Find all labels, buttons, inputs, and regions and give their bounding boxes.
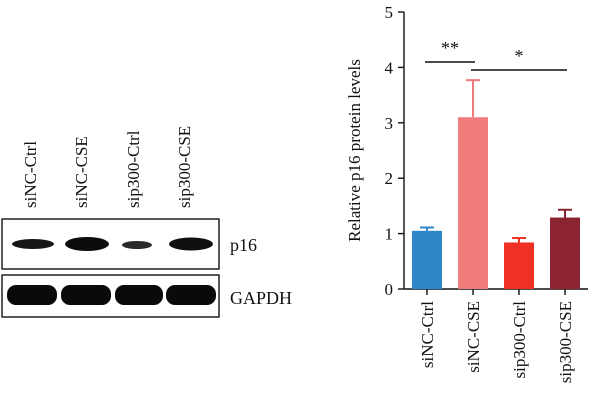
y-axis-title: Relative p16 protein levels: [345, 59, 364, 242]
blot-band: [12, 239, 54, 249]
bar: [412, 230, 442, 289]
bar: [550, 217, 580, 289]
western-blot-panel: siNC-Ctrl siNC-CSE sip300-Ctrl sip300-CS…: [1, 126, 292, 318]
blot-row-gapdh: GAPDH: [1, 274, 292, 318]
bar: [504, 242, 534, 289]
y-tick-label: 1: [385, 225, 394, 244]
x-tick-labels: siNC-Ctrl siNC-CSE sip300-Ctrl sip300-CSE: [418, 289, 575, 383]
y-tick-label: 5: [385, 3, 394, 22]
bar-chart: Relative p16 protein levels 0 1 2 3 4 5 siNC-…: [345, 3, 588, 383]
y-ticks: 0 1 2 3 4 5: [385, 3, 404, 299]
y-tick-label: 4: [385, 58, 394, 77]
blot-row-p16: p16: [1, 218, 257, 270]
blot-band: [166, 285, 216, 305]
blot-row-label: p16: [230, 235, 257, 255]
x-tick-label: sip300-Ctrl: [510, 301, 529, 379]
y-tick-label: 0: [385, 280, 394, 299]
bar: [458, 117, 488, 289]
blot-band: [169, 237, 213, 251]
blot-band: [122, 241, 152, 249]
blot-band: [115, 285, 163, 305]
x-tick-label: sip300-CSE: [556, 301, 575, 383]
blot-band: [65, 237, 109, 251]
blot-lane-label: sip300-Ctrl: [124, 130, 143, 208]
x-tick-label: siNC-Ctrl: [418, 301, 437, 368]
blot-row-label: GAPDH: [230, 288, 292, 308]
significance-label: **: [441, 38, 459, 58]
significance-label: *: [515, 46, 524, 66]
blot-lane-label: sip300-CSE: [175, 126, 194, 208]
blot-lane-label: siNC-CSE: [72, 136, 91, 208]
y-tick-label: 3: [385, 114, 394, 133]
significance-annotations: ** *: [425, 38, 567, 71]
y-tick-label: 2: [385, 169, 394, 188]
x-tick-label: siNC-CSE: [464, 301, 483, 373]
blot-band: [7, 285, 57, 305]
blot-band: [61, 285, 111, 305]
blot-lane-label: siNC-Ctrl: [21, 141, 40, 208]
bars: [412, 79, 580, 289]
